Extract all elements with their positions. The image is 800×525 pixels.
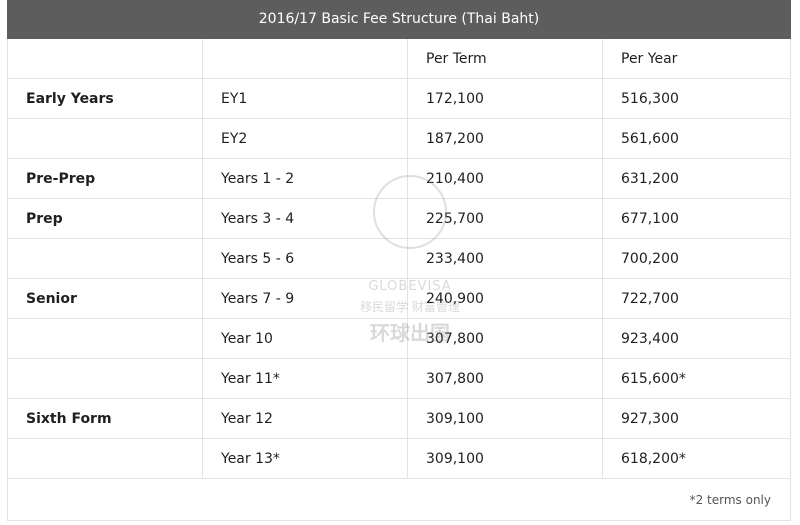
row-per-year-cell: 631,200 bbox=[603, 159, 791, 199]
row-category-cell bbox=[7, 359, 203, 399]
row-per-term-cell: 172,100 bbox=[408, 79, 603, 119]
row-level-cell: Year 12 bbox=[203, 399, 408, 439]
header-cell-category bbox=[7, 39, 203, 79]
row-category-cell: Pre-Prep bbox=[7, 159, 203, 199]
row-per-year-cell: 722,700 bbox=[603, 279, 791, 319]
row-per-term-cell: 307,800 bbox=[408, 359, 603, 399]
row-category-cell: Prep bbox=[7, 199, 203, 239]
header-cell-level bbox=[203, 39, 408, 79]
header-cell-per-year: Per Year bbox=[603, 39, 791, 79]
row-level-cell: EY1 bbox=[203, 79, 408, 119]
row-per-term-cell: 233,400 bbox=[408, 239, 603, 279]
row-per-term-cell: 309,100 bbox=[408, 399, 603, 439]
row-per-term-cell: 187,200 bbox=[408, 119, 603, 159]
row-level-cell: Year 13* bbox=[203, 439, 408, 479]
row-level-cell: Years 5 - 6 bbox=[203, 239, 408, 279]
row-level-cell: EY2 bbox=[203, 119, 408, 159]
row-category-cell: Senior bbox=[7, 279, 203, 319]
header-cell-per-term: Per Term bbox=[408, 39, 603, 79]
row-per-term-cell: 225,700 bbox=[408, 199, 603, 239]
fee-table: Per Term Per Year Early Years EY1 172,100 5… bbox=[7, 39, 791, 479]
row-level-cell: Year 10 bbox=[203, 319, 408, 359]
footnote: *2 terms only bbox=[689, 493, 771, 507]
row-per-year-cell: 516,300 bbox=[603, 79, 791, 119]
row-per-year-cell: 561,600 bbox=[603, 119, 791, 159]
row-per-year-cell: 615,600* bbox=[603, 359, 791, 399]
row-per-year-cell: 677,100 bbox=[603, 199, 791, 239]
row-per-year-cell: 618,200* bbox=[603, 439, 791, 479]
row-level-cell: Years 7 - 9 bbox=[203, 279, 408, 319]
row-per-term-cell: 240,900 bbox=[408, 279, 603, 319]
row-category-cell bbox=[7, 319, 203, 359]
row-per-term-cell: 309,100 bbox=[408, 439, 603, 479]
row-category-cell bbox=[7, 119, 203, 159]
row-per-year-cell: 700,200 bbox=[603, 239, 791, 279]
row-category-cell bbox=[7, 239, 203, 279]
row-level-cell: Year 11* bbox=[203, 359, 408, 399]
table-title: 2016/17 Basic Fee Structure (Thai Baht) bbox=[7, 0, 791, 39]
row-level-cell: Years 1 - 2 bbox=[203, 159, 408, 199]
row-per-year-cell: 927,300 bbox=[603, 399, 791, 439]
row-category-cell bbox=[7, 439, 203, 479]
row-per-term-cell: 307,800 bbox=[408, 319, 603, 359]
row-category-cell: Sixth Form bbox=[7, 399, 203, 439]
row-category-cell: Early Years bbox=[7, 79, 203, 119]
row-per-term-cell: 210,400 bbox=[408, 159, 603, 199]
row-level-cell: Years 3 - 4 bbox=[203, 199, 408, 239]
row-per-year-cell: 923,400 bbox=[603, 319, 791, 359]
